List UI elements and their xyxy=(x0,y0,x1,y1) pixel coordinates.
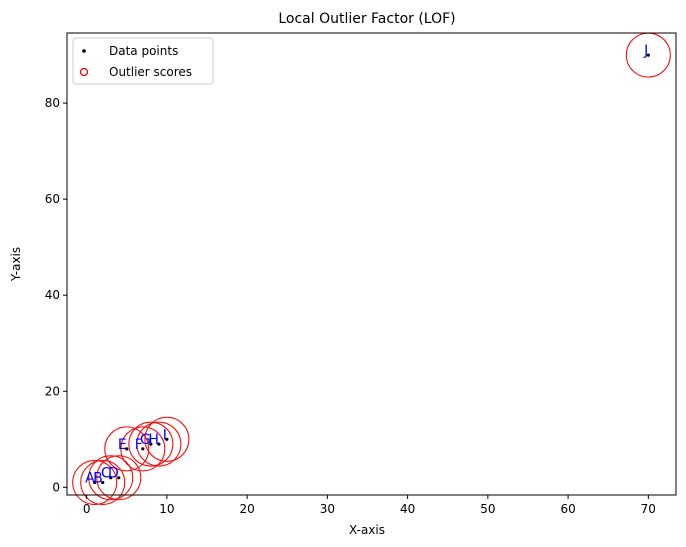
outlier-score-circle-f xyxy=(120,426,166,472)
legend-marker-data-points xyxy=(82,49,86,53)
axes-frame xyxy=(66,32,677,496)
outlier-score-circle-b xyxy=(80,460,126,506)
data-point-h xyxy=(157,442,161,446)
outlier-score-circle-i xyxy=(144,416,190,462)
x-tick-label: 10 xyxy=(159,502,174,516)
x-tick-label: 30 xyxy=(320,502,335,516)
point-label-g: G xyxy=(140,432,151,448)
legend-label-data-points: Data points xyxy=(109,44,178,58)
data-point-i xyxy=(165,437,169,441)
outlier-score-circle-g xyxy=(128,421,174,467)
chart-title: Local Outlier Factor (LOF) xyxy=(278,11,455,27)
x-tick-label: 60 xyxy=(560,502,575,516)
point-label-b: B xyxy=(93,471,103,487)
point-label-d: D xyxy=(108,466,119,482)
data-point-g xyxy=(149,442,153,446)
y-tick-label: 0 xyxy=(52,480,60,494)
outlier-score-circle-a xyxy=(72,460,118,506)
outlier-score-circle-e xyxy=(104,426,150,472)
x-tick-label: 20 xyxy=(239,502,254,516)
data-point-c xyxy=(109,476,113,480)
axis-ticks: 0 10 20 30 40 50 60 70 0 20 40 60 80 xyxy=(45,96,656,516)
y-tick-label: 80 xyxy=(45,96,60,110)
data-point-j xyxy=(646,53,650,57)
outlier-score-circle-d xyxy=(96,455,142,501)
y-tick-label: 40 xyxy=(45,288,60,302)
legend-label-outlier-scores: Outlier scores xyxy=(109,65,192,79)
x-tick-label: 50 xyxy=(480,502,495,516)
point-label-a: A xyxy=(85,471,95,487)
outlier-score-circle-c xyxy=(88,455,134,501)
point-label-e: E xyxy=(118,437,127,453)
point-label-h: H xyxy=(148,432,159,448)
x-tick-label: 70 xyxy=(641,502,656,516)
x-tick-label: 0 xyxy=(83,502,91,516)
x-axis-label: X-axis xyxy=(349,523,385,537)
point-label-i: I xyxy=(163,427,167,443)
data-point-b xyxy=(101,480,105,485)
y-axis-label: Y-axis xyxy=(9,247,23,282)
data-point-a xyxy=(93,480,97,485)
point-label-f: F xyxy=(135,437,143,453)
legend-box xyxy=(72,37,214,85)
y-tick-label: 60 xyxy=(45,192,60,206)
legend-marker-outlier-scores xyxy=(79,67,89,77)
point-label-j: J xyxy=(643,43,648,59)
x-tick-label: 40 xyxy=(400,502,415,516)
data-point-d xyxy=(117,476,121,480)
data-point-e xyxy=(125,447,129,451)
outlier-score-circle-h xyxy=(136,421,182,467)
legend: Data points Outlier scores xyxy=(72,37,214,85)
point-label-c: C xyxy=(101,466,111,482)
data-point-f xyxy=(141,447,145,451)
y-tick-label: 20 xyxy=(45,384,60,398)
